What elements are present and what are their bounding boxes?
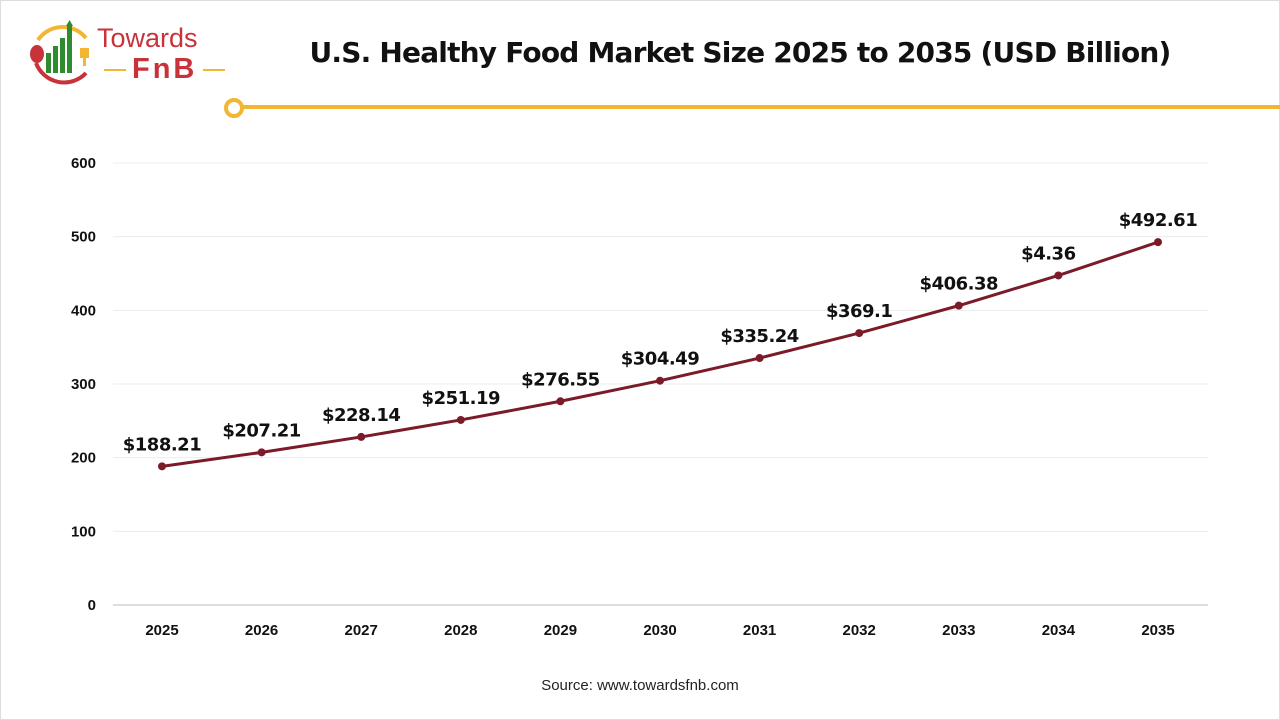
data-label: $335.24 <box>720 326 798 347</box>
x-tick-label: 2029 <box>544 622 577 639</box>
source-note: Source: www.towardsfnb.com <box>541 677 739 694</box>
data-point <box>1154 238 1162 247</box>
x-tick-label: 2033 <box>942 622 975 639</box>
data-label: $369.1 <box>826 301 892 322</box>
x-tick-label: 2032 <box>843 622 876 639</box>
x-tick-label: 2034 <box>1042 622 1076 639</box>
data-label: $228.14 <box>322 405 400 426</box>
y-tick-label: 100 <box>71 523 96 540</box>
x-tick-label: 2035 <box>1141 622 1174 639</box>
data-point <box>257 448 266 457</box>
y-tick-label: 200 <box>71 450 96 467</box>
logo-text: Towards <box>97 23 198 53</box>
x-tick-label: 2028 <box>444 622 477 639</box>
logo <box>26 18 106 93</box>
data-label: $207.21 <box>222 420 300 441</box>
data-point <box>357 432 366 441</box>
chart-title: U.S. Healthy Food Market Size 2025 to 20… <box>309 36 1171 69</box>
data-point <box>1054 271 1063 280</box>
y-tick-label: 600 <box>71 155 96 172</box>
data-point <box>158 462 166 471</box>
y-tick-label: 300 <box>71 376 96 393</box>
data-point <box>456 415 465 424</box>
y-tick-label: 500 <box>71 229 96 246</box>
y-tick-label: 400 <box>71 302 96 319</box>
x-tick-label: 2026 <box>245 622 278 639</box>
x-tick-label: 2030 <box>643 622 676 639</box>
data-point <box>556 397 565 406</box>
x-tick-label: 2027 <box>345 622 378 639</box>
logo-icon <box>30 20 89 85</box>
data-label: $492.61 <box>1119 210 1197 231</box>
data-label: $304.49 <box>621 349 699 370</box>
data-label: $251.19 <box>422 388 500 409</box>
x-tick-label: 2031 <box>743 622 776 639</box>
x-tick-label: 2025 <box>145 622 178 639</box>
logo-subtext: FnB <box>98 54 231 84</box>
data-point <box>656 376 664 385</box>
title-rule <box>240 105 1280 109</box>
data-label: $276.55 <box>521 369 599 390</box>
y-tick-label: 0 <box>88 597 96 614</box>
data-point <box>855 329 864 338</box>
data-label: $188.21 <box>123 434 201 455</box>
data-label: $406.38 <box>920 274 998 295</box>
data-point <box>954 301 963 310</box>
data-point <box>755 354 764 363</box>
data-label: $4.36 <box>1021 243 1075 264</box>
